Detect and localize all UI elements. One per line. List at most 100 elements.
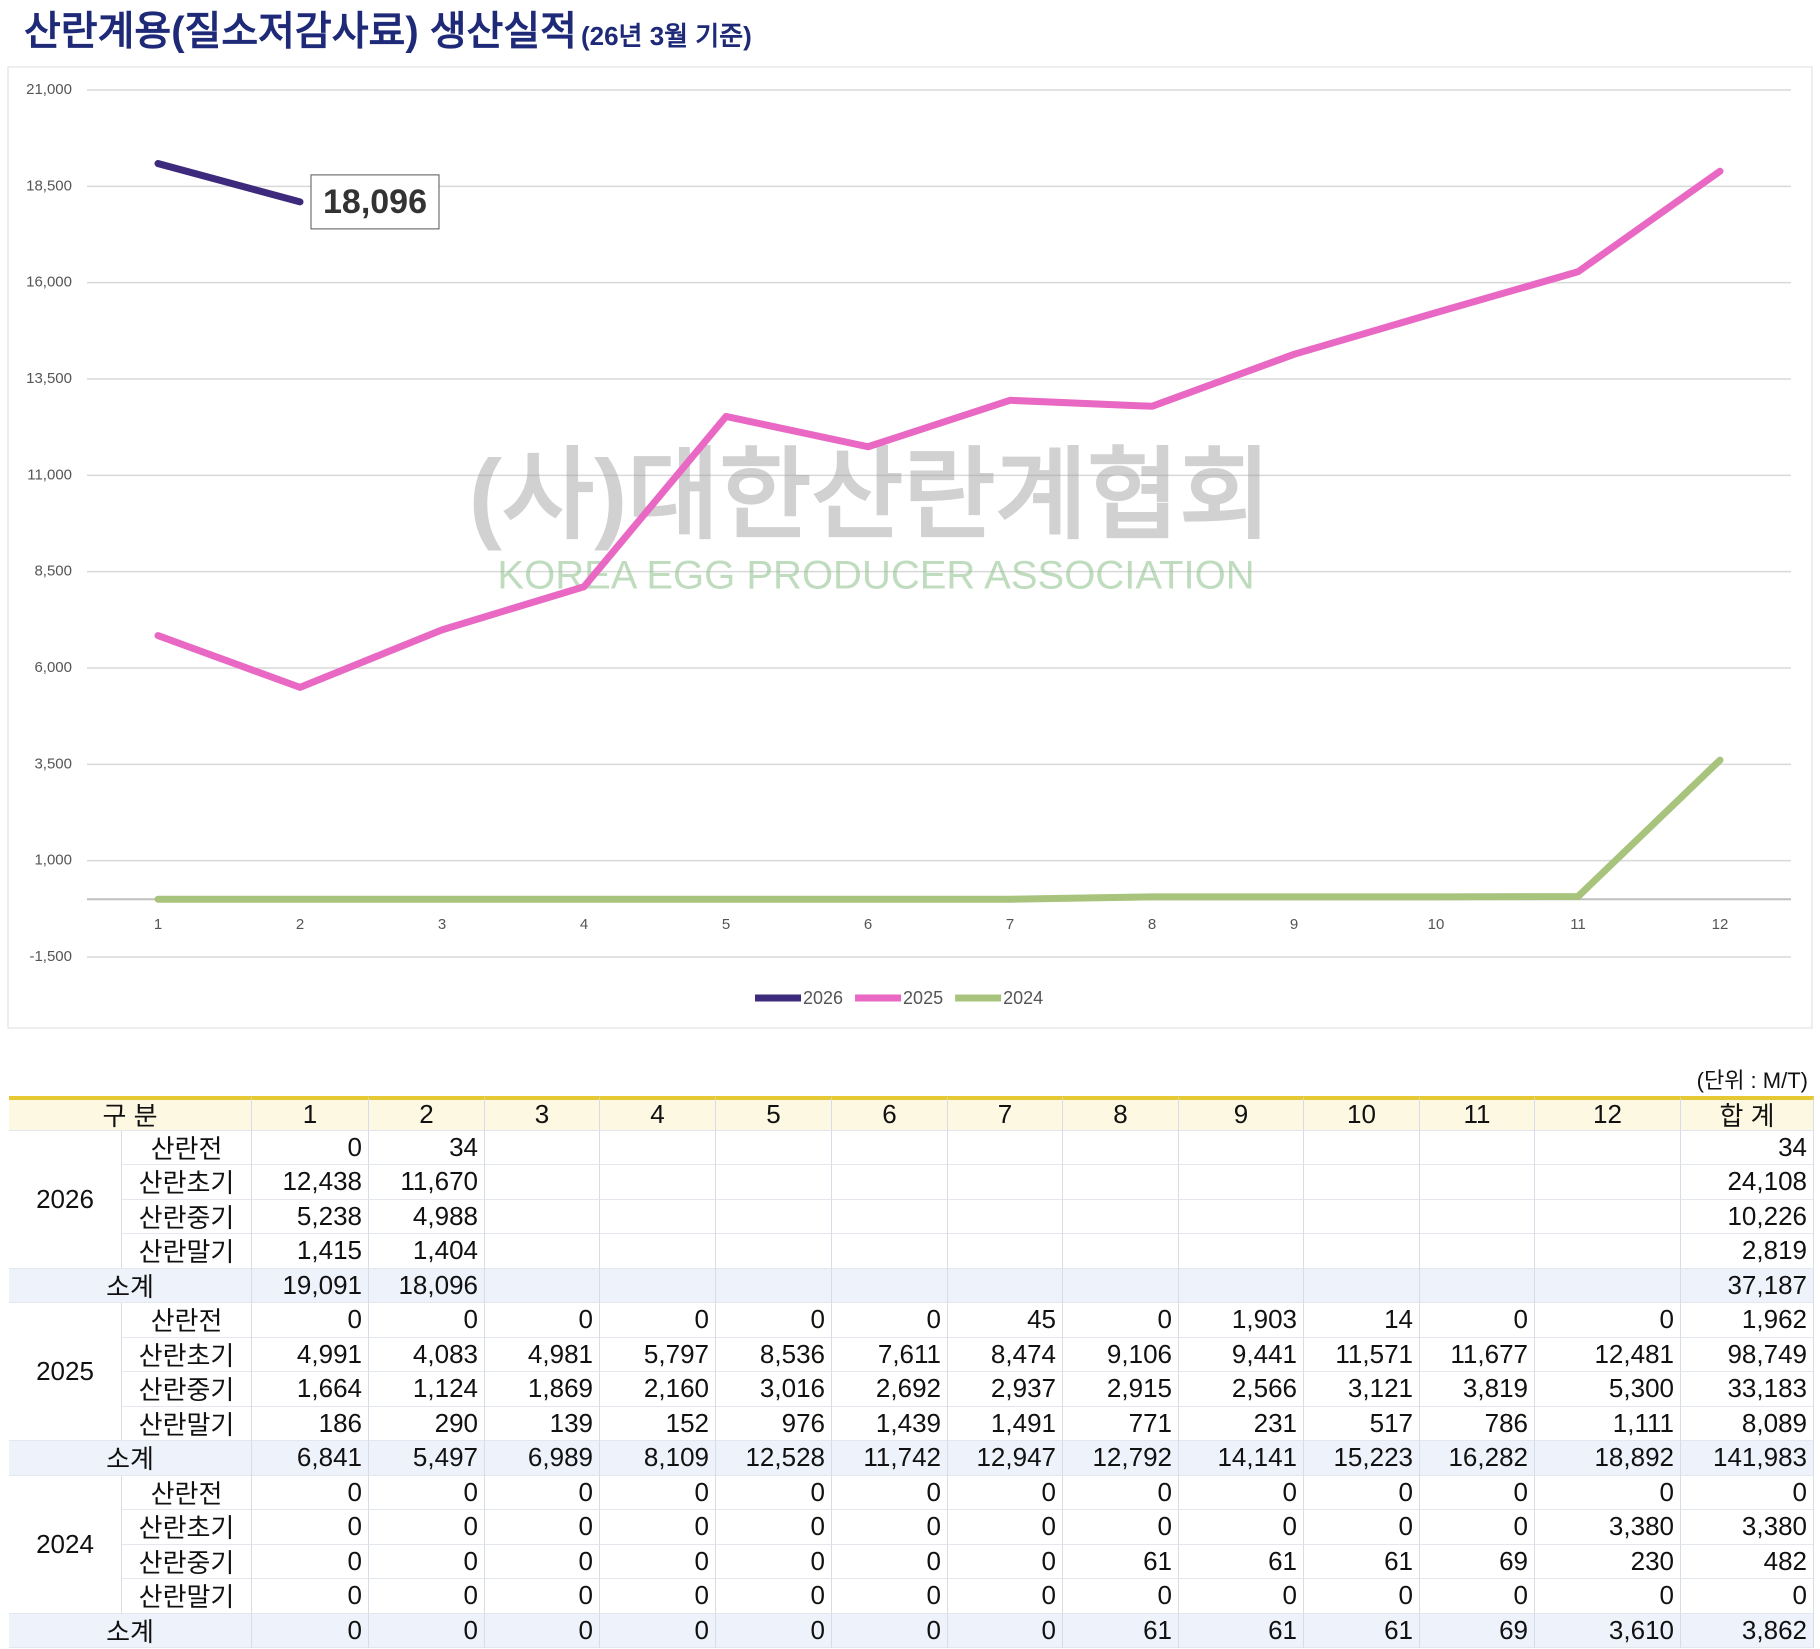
header-cell: 4 [600, 1096, 716, 1131]
table-cell: 4,991 [252, 1337, 369, 1372]
table-cell: 4,083 [369, 1337, 485, 1372]
subtotal-cell [716, 1268, 832, 1303]
table-cell: 1,124 [369, 1372, 485, 1407]
table-cell: 8,474 [948, 1337, 1063, 1372]
subtotal-cell: 0 [600, 1613, 716, 1648]
table-cell: 0 [1063, 1475, 1179, 1510]
header-cell: 구 분 [9, 1096, 252, 1131]
table-cell: 2,819 [1681, 1234, 1814, 1269]
legend-label: 2026 [803, 988, 843, 1008]
table-cell [1420, 1199, 1535, 1234]
subtotal-cell [1304, 1268, 1420, 1303]
table-cell: 0 [716, 1544, 832, 1579]
table-cell [1535, 1234, 1681, 1269]
row-label: 산란초기 [122, 1510, 252, 1545]
y-tick-label: 18,500 [26, 177, 72, 194]
table-cell [1063, 1130, 1179, 1165]
table-cell: 0 [600, 1510, 716, 1545]
year-cell: 2026 [9, 1130, 122, 1269]
table-cell [1304, 1199, 1420, 1234]
table-cell: 0 [1420, 1303, 1535, 1338]
table-cell: 230 [1535, 1544, 1681, 1579]
table-cell: 0 [1304, 1579, 1420, 1614]
subtotal-cell: 19,091 [252, 1268, 369, 1303]
table-cell [1535, 1165, 1681, 1200]
subtotal-cell: 0 [485, 1613, 600, 1648]
table-cell [600, 1199, 716, 1234]
header-cell: 9 [1179, 1096, 1304, 1131]
row-label: 산란중기 [122, 1199, 252, 1234]
table-cell [1179, 1165, 1304, 1200]
subtotal-cell: 11,742 [832, 1441, 948, 1476]
table-cell: 0 [1420, 1579, 1535, 1614]
table-cell: 0 [369, 1544, 485, 1579]
subtotal-cell: 12,792 [1063, 1441, 1179, 1476]
x-tick-label: 5 [722, 916, 730, 933]
table-cell: 12,481 [1535, 1337, 1681, 1372]
row-label: 산란초기 [122, 1165, 252, 1200]
chart-frame [7, 66, 1813, 1029]
subtotal-cell: 15,223 [1304, 1441, 1420, 1476]
table-cell: 0 [1304, 1510, 1420, 1545]
table-cell: 3,819 [1420, 1372, 1535, 1407]
row-label: 산란초기 [122, 1337, 252, 1372]
header-cell: 10 [1304, 1096, 1420, 1131]
table-cell [485, 1165, 600, 1200]
y-tick-label: 21,000 [26, 81, 72, 98]
table-cell: 0 [369, 1579, 485, 1614]
header-cell: 2 [369, 1096, 485, 1131]
line [154, 756, 1724, 903]
table-cell [1535, 1199, 1681, 1234]
table-cell [485, 1199, 600, 1234]
table-cell: 61 [1063, 1544, 1179, 1579]
table-cell [1420, 1130, 1535, 1165]
table-cell: 3,016 [716, 1372, 832, 1407]
table-cell: 0 [600, 1303, 716, 1338]
table-cell: 8,089 [1681, 1406, 1814, 1441]
table-cell: 482 [1681, 1544, 1814, 1579]
table-cell: 0 [252, 1303, 369, 1338]
table-cell: 0 [716, 1303, 832, 1338]
subtotal-label: 소계 [9, 1613, 252, 1648]
table-cell: 0 [832, 1544, 948, 1579]
row-label: 산란말기 [122, 1579, 252, 1614]
legend-label: 2025 [903, 988, 943, 1008]
table-cell: 1,903 [1179, 1303, 1304, 1338]
table-cell: 0 [600, 1475, 716, 1510]
table-cell: 0 [485, 1579, 600, 1614]
table-cell: 0 [369, 1303, 485, 1338]
table-cell: 0 [1535, 1303, 1681, 1338]
table-cell: 9,106 [1063, 1337, 1179, 1372]
subtotal-cell: 12,947 [948, 1441, 1063, 1476]
table-cell [600, 1165, 716, 1200]
table-cell [1063, 1165, 1179, 1200]
x-tick-label: 8 [1148, 916, 1156, 933]
subtotal-cell: 61 [1063, 1613, 1179, 1648]
subtotal-cell: 3,610 [1535, 1613, 1681, 1648]
table-cell: 771 [1063, 1406, 1179, 1441]
x-tick-label: 12 [1712, 916, 1729, 933]
subtotal-cell: 12,528 [716, 1441, 832, 1476]
data-label-box [310, 174, 440, 230]
header-cell: 3 [485, 1096, 600, 1131]
table-cell: 11,677 [1420, 1337, 1535, 1372]
table-cell: 0 [252, 1579, 369, 1614]
subtotal-label: 소계 [9, 1268, 252, 1303]
table-cell: 1,664 [252, 1372, 369, 1407]
header-cell: 11 [1420, 1096, 1535, 1131]
table-cell: 152 [600, 1406, 716, 1441]
x-tick-label: 1 [154, 916, 162, 933]
row-label: 산란전 [122, 1475, 252, 1510]
table-cell [1304, 1234, 1420, 1269]
row-label: 산란말기 [122, 1234, 252, 1269]
subtotal-cell: 6,841 [252, 1441, 369, 1476]
table-cell: 1,962 [1681, 1303, 1814, 1338]
table-cell: 9,441 [1179, 1337, 1304, 1372]
table-cell: 0 [832, 1303, 948, 1338]
subtotal-cell [485, 1268, 600, 1303]
table-cell: 2,566 [1179, 1372, 1304, 1407]
table-cell [948, 1199, 1063, 1234]
subtotal-cell [1179, 1268, 1304, 1303]
table-cell: 14 [1304, 1303, 1420, 1338]
